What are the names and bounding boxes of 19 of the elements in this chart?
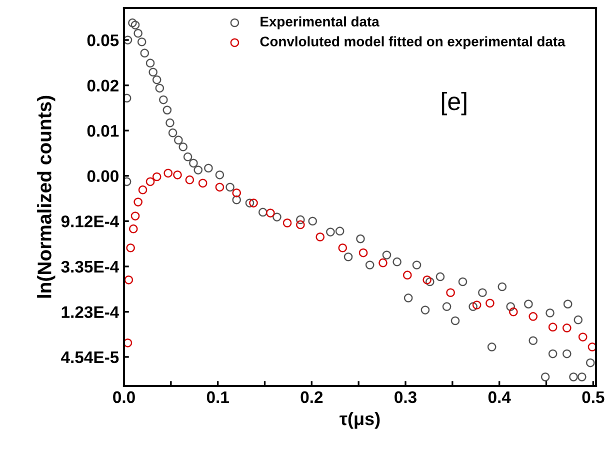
x-tick-label: 0.4 xyxy=(488,391,511,404)
legend-label: Experimental data xyxy=(260,16,380,30)
x-tick-label: 0.1 xyxy=(206,391,229,404)
y-axis-title: ln(Normalized counts) xyxy=(37,96,56,298)
x-tick-label: 0.0 xyxy=(113,391,135,404)
x-tick-label: 0.2 xyxy=(300,391,323,404)
y-tick-label: 0.01 xyxy=(87,124,119,137)
y-tick-label: 4.54E-5 xyxy=(61,352,119,364)
y-tick-label: 1.23E-4 xyxy=(62,306,120,318)
x-tick-label: 0.3 xyxy=(394,391,416,404)
annotation: [e] xyxy=(442,92,466,116)
legend-label: Convloluted model fitted on experimental data xyxy=(260,36,566,50)
x-tick-label: 0.5 xyxy=(582,391,604,404)
y-tick-label: 0.02 xyxy=(87,80,118,92)
x-axis-title: τ(μs) xyxy=(340,412,380,429)
y-tick-label: 3.35E-4 xyxy=(61,260,120,273)
y-tick-label: 0.05 xyxy=(87,34,119,46)
y-tick-label: 9.12E-4 xyxy=(61,216,120,228)
y-tick-label: 0.00 xyxy=(87,170,118,182)
